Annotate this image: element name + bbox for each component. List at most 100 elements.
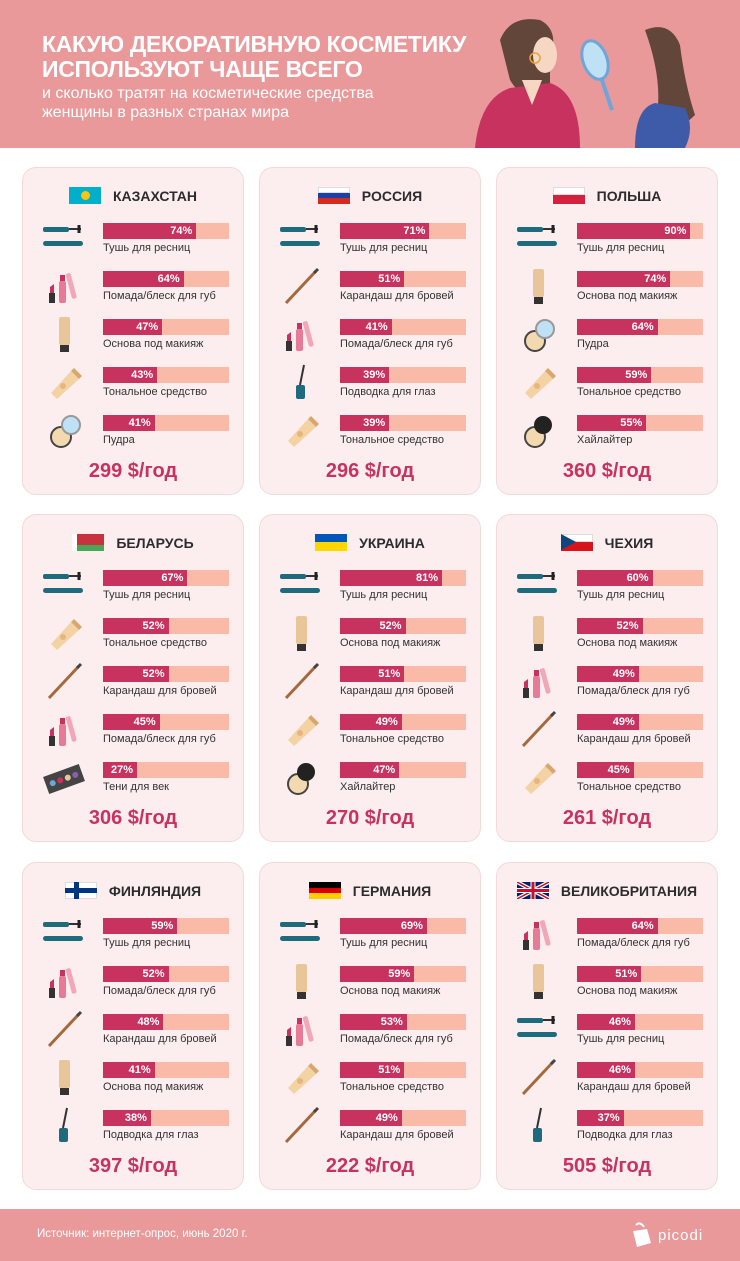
bar-track: 71% bbox=[340, 223, 466, 239]
category-label: Основа под макияж bbox=[340, 637, 441, 649]
bar-track: 46% bbox=[577, 1014, 703, 1030]
bar: 46% bbox=[577, 1014, 635, 1030]
powder-icon bbox=[50, 415, 81, 448]
country-name: УКРАИНА bbox=[359, 534, 425, 551]
tube-icon bbox=[51, 368, 82, 399]
bar-item: 52% Карандаш для бровей bbox=[23, 662, 243, 706]
category-label: Помада/блеск для губ bbox=[103, 985, 216, 997]
bar-track: 41% bbox=[340, 319, 466, 335]
data-label: 53% bbox=[380, 1016, 403, 1028]
pencil-icon bbox=[47, 662, 83, 700]
bar: 39% bbox=[340, 367, 390, 383]
card-title: ГЕРМАНИЯ bbox=[260, 882, 480, 899]
bar-track: 53% bbox=[340, 1014, 466, 1030]
tube-icon bbox=[525, 368, 556, 399]
category-label: Основа под макияж bbox=[577, 637, 678, 649]
country-name: ЧЕХИЯ bbox=[604, 534, 654, 551]
flag-cz-icon bbox=[560, 534, 593, 551]
bar-track: 39% bbox=[340, 415, 466, 431]
bar-track: 69% bbox=[340, 918, 466, 934]
eyeliner-icon bbox=[296, 364, 305, 399]
bar-item: 51% Карандаш для бровей bbox=[260, 267, 480, 311]
category-label: Подводка для глаз bbox=[340, 386, 436, 398]
bar-item: 71% Тушь для ресниц bbox=[260, 223, 480, 263]
data-label: 49% bbox=[375, 716, 398, 728]
bar: 45% bbox=[577, 762, 634, 778]
flag-fi-icon bbox=[64, 882, 97, 899]
bar-track: 38% bbox=[103, 1110, 229, 1126]
data-label: 59% bbox=[625, 369, 648, 381]
country-card-de: ГЕРМАНИЯ 69% Тушь для ресниц 59% Основа под … bbox=[259, 862, 481, 1190]
bar: 81% bbox=[340, 570, 443, 586]
bar: 49% bbox=[340, 714, 402, 730]
bar-item: 41% Помада/блеск для губ bbox=[260, 319, 480, 359]
mascara-icon bbox=[43, 920, 83, 941]
category-label: Тональное средство bbox=[577, 386, 681, 398]
bar-track: 74% bbox=[577, 271, 703, 287]
bar: 52% bbox=[103, 666, 169, 682]
bar: 64% bbox=[577, 918, 658, 934]
flag-by-icon bbox=[72, 534, 105, 551]
data-label: 46% bbox=[608, 1016, 631, 1028]
bar: 49% bbox=[577, 714, 639, 730]
category-label: Хайлайтер bbox=[577, 434, 633, 446]
source-note: Источник: интернет-опрос, июнь 2020 г. bbox=[37, 1228, 248, 1240]
foundation-icon bbox=[533, 269, 544, 304]
country-name: ВЕЛИКОБРИТАНИЯ bbox=[560, 882, 698, 899]
data-label: 41% bbox=[128, 417, 151, 429]
data-label: 38% bbox=[124, 1112, 147, 1124]
lipstick-icon bbox=[286, 321, 314, 351]
data-label: 67% bbox=[161, 572, 184, 584]
bar-item: 49% Карандаш для бровей bbox=[497, 710, 717, 754]
bar-item: 38% Подводка для глаз bbox=[23, 1107, 243, 1150]
pencil-icon bbox=[284, 267, 320, 305]
data-label: 49% bbox=[612, 668, 635, 680]
bar: 59% bbox=[340, 966, 415, 982]
category-label: Тушь для ресниц bbox=[577, 242, 665, 254]
bar: 69% bbox=[340, 918, 427, 934]
category-label: Подводка для глаз bbox=[103, 1129, 199, 1141]
bar-track: 49% bbox=[577, 666, 703, 682]
bar: 27% bbox=[103, 762, 138, 778]
category-label: Карандаш для бровей bbox=[577, 1081, 691, 1093]
data-label: 37% bbox=[597, 1112, 620, 1124]
bar: 43% bbox=[103, 367, 158, 383]
bar: 39% bbox=[340, 415, 390, 431]
pencil-icon bbox=[47, 1010, 83, 1048]
bar-track: 52% bbox=[103, 966, 229, 982]
flag-pl-icon bbox=[552, 187, 585, 204]
card-title: ЧЕХИЯ bbox=[497, 534, 717, 551]
category-label: Карандаш для бровей bbox=[103, 685, 217, 697]
category-label: Основа под макияж bbox=[340, 985, 441, 997]
bar: 48% bbox=[103, 1014, 164, 1030]
bar-track: 48% bbox=[103, 1014, 229, 1030]
category-label: Подводка для глаз bbox=[577, 1129, 673, 1141]
data-label: 51% bbox=[378, 668, 401, 680]
bar-track: 64% bbox=[103, 271, 229, 287]
bar-track: 51% bbox=[340, 271, 466, 287]
data-label: 51% bbox=[378, 1064, 401, 1076]
bar-item: 27% Тени для век bbox=[23, 762, 243, 802]
annual-spend: 270 $/год bbox=[325, 807, 415, 829]
bar-item: 74% Тушь для ресниц bbox=[23, 223, 243, 263]
subtitle-line-2: женщины в разных странах мира bbox=[42, 104, 290, 121]
picodi-logo[interactable]: picodi bbox=[628, 1221, 703, 1249]
tube-icon bbox=[288, 416, 319, 447]
footer: Источник: интернет-опрос, июнь 2020 г. p… bbox=[0, 1209, 740, 1261]
data-label: 39% bbox=[363, 369, 386, 381]
bar-item: 59% Тушь для ресниц bbox=[23, 918, 243, 958]
bar: 67% bbox=[103, 570, 188, 586]
category-label: Тушь для ресниц bbox=[577, 589, 665, 601]
data-label: 52% bbox=[142, 668, 165, 680]
category-label: Помада/блеск для губ bbox=[577, 937, 690, 949]
lipstick-icon bbox=[49, 273, 77, 303]
category-label: Тональное средство bbox=[340, 733, 444, 745]
lipstick-icon bbox=[523, 668, 551, 698]
data-label: 52% bbox=[379, 620, 402, 632]
bar: 60% bbox=[577, 570, 653, 586]
page-title: КАКУЮ ДЕКОРАТИВНУЮ КОСМЕТИКУ ИСПОЛЬЗУЮТ … bbox=[42, 32, 466, 82]
category-label: Помада/блеск для губ bbox=[340, 1033, 453, 1045]
bar-item: 90% Тушь для ресниц bbox=[497, 223, 717, 263]
logo-text: picodi bbox=[658, 1226, 704, 1244]
page-subtitle: и сколько тратят на косметические средст… bbox=[42, 84, 374, 122]
